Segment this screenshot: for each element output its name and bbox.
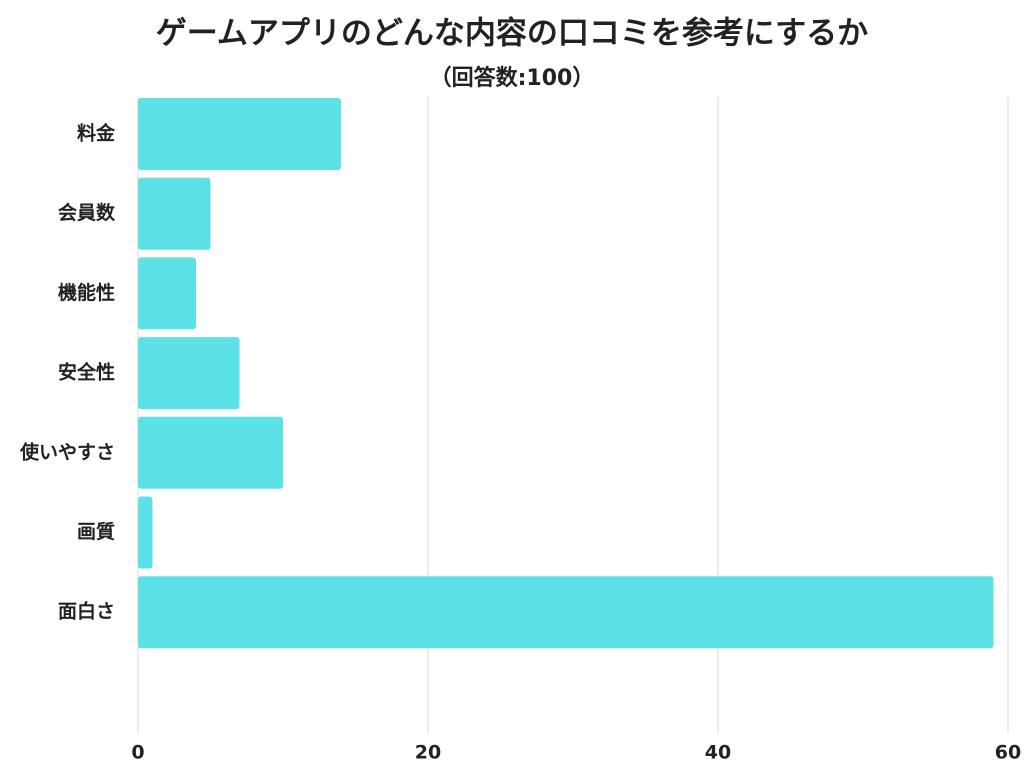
bar	[138, 576, 994, 649]
x-tick-label: 40	[705, 742, 731, 764]
bar	[138, 496, 153, 569]
x-tick-label: 20	[415, 742, 441, 764]
chart-subtitle: （回答数:100）	[430, 65, 595, 91]
y-tick-label: 安全性	[58, 361, 115, 384]
y-tick-label: 料金	[77, 122, 116, 145]
y-tick-label: 使いやすさ	[19, 441, 115, 463]
bar	[138, 337, 240, 410]
y-tick-label: 面白さ	[58, 600, 115, 623]
bar	[138, 98, 341, 170]
x-tick-label: 0	[131, 742, 144, 764]
bar	[138, 257, 196, 330]
y-tick-label: 機能性	[58, 281, 115, 304]
y-tick-label: 会員数	[58, 201, 116, 224]
y-tick-label: 画質	[77, 520, 115, 543]
x-tick-label: 60	[995, 742, 1021, 764]
bar	[138, 177, 211, 250]
bar	[138, 416, 283, 489]
chart-title: ゲームアプリのどんな内容の口コミを参考にするか	[156, 16, 868, 52]
